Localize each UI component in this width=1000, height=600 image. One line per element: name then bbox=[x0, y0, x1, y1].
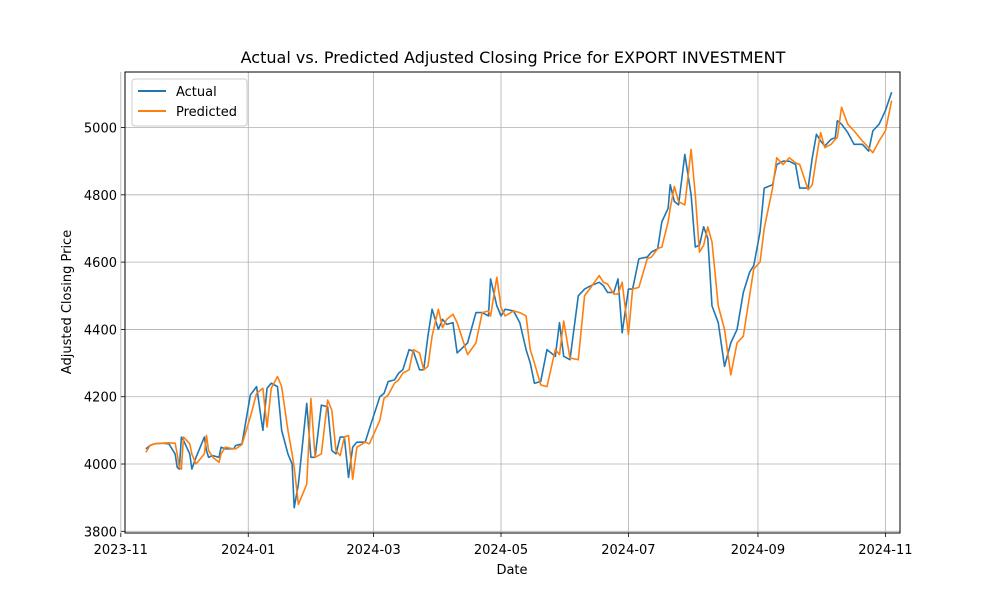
x-tick-label: 2024-05 bbox=[474, 543, 528, 558]
y-tick-label: 4800 bbox=[84, 189, 117, 204]
legend: Actual Predicted bbox=[131, 78, 248, 127]
y-tick-label: 3800 bbox=[84, 525, 117, 540]
legend-label-predicted: Predicted bbox=[176, 105, 237, 120]
y-axis-ticks: 3800 4000 4200 4400 4600 4800 5000 bbox=[84, 122, 125, 540]
y-tick-label: 4400 bbox=[84, 323, 117, 338]
x-axis-title: Date bbox=[496, 563, 527, 578]
x-tick-label: 2024-09 bbox=[731, 543, 785, 558]
x-tick-label: 2024-07 bbox=[601, 543, 655, 558]
y-tick-label: 5000 bbox=[84, 122, 117, 137]
series-line-actual bbox=[145, 91, 893, 509]
x-tick-label: 2024-11 bbox=[858, 543, 912, 558]
plot-lines bbox=[145, 91, 893, 509]
chart-title: Actual vs. Predicted Adjusted Closing Pr… bbox=[241, 48, 786, 67]
y-tick-label: 4600 bbox=[84, 256, 117, 271]
x-axis-ticks: 2023-11 2024-01 2024-03 2024-05 2024-07 2024-… bbox=[94, 533, 913, 558]
legend-label-actual: Actual bbox=[176, 85, 217, 100]
x-tick-label: 2024-01 bbox=[221, 543, 275, 558]
gridlines bbox=[120, 72, 900, 533]
plot-frame bbox=[124, 71, 901, 534]
y-tick-label: 4000 bbox=[84, 458, 117, 473]
y-axis-title: Adjusted Closing Price bbox=[60, 230, 75, 374]
y-tick-label: 4200 bbox=[84, 391, 117, 406]
x-tick-label: 2023-11 bbox=[94, 543, 148, 558]
x-tick-label: 2024-03 bbox=[346, 543, 400, 558]
series-line-predicted bbox=[145, 100, 893, 506]
